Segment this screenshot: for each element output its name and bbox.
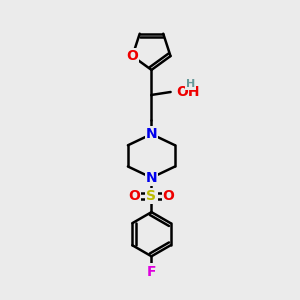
Text: O: O — [163, 189, 175, 203]
Text: OH: OH — [176, 85, 200, 99]
Text: H: H — [186, 79, 195, 89]
Text: N: N — [146, 171, 157, 185]
Text: N: N — [146, 127, 157, 141]
Text: S: S — [146, 189, 157, 203]
Text: F: F — [147, 265, 156, 279]
Text: O: O — [127, 49, 138, 63]
Text: O: O — [128, 189, 140, 203]
